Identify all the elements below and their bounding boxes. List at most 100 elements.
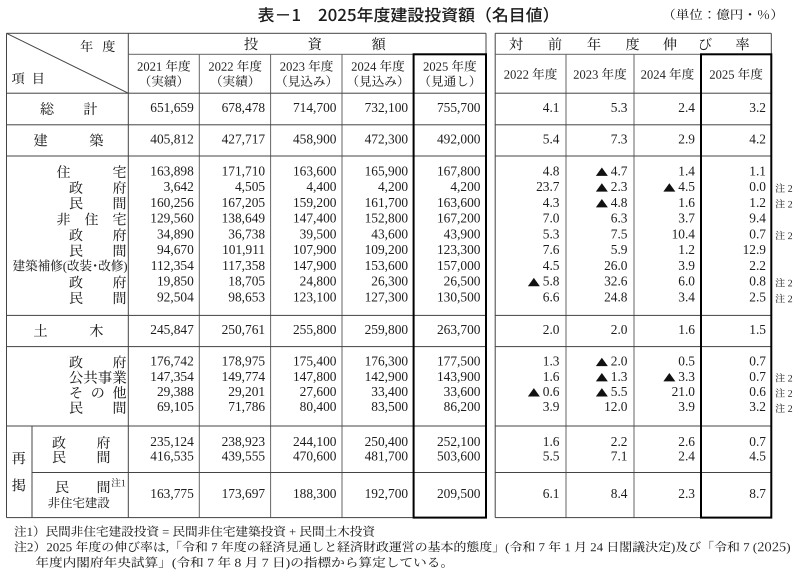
svg-text:755,700: 755,700 xyxy=(437,100,481,115)
svg-text:7.1: 7.1 xyxy=(611,449,628,464)
svg-text:5.9: 5.9 xyxy=(611,242,628,257)
svg-text:167,205: 167,205 xyxy=(222,195,266,210)
svg-text:101,911: 101,911 xyxy=(222,242,265,257)
svg-text:176,300: 176,300 xyxy=(365,354,409,369)
svg-text:147,900: 147,900 xyxy=(293,258,337,273)
svg-text:1.5: 1.5 xyxy=(749,322,766,337)
svg-text:5.5: 5.5 xyxy=(543,449,560,464)
svg-text:163,775: 163,775 xyxy=(150,486,194,501)
svg-text:0.7: 0.7 xyxy=(749,369,766,384)
svg-text:503,600: 503,600 xyxy=(437,449,481,464)
svg-text:1.6: 1.6 xyxy=(543,434,560,449)
svg-text:7.0: 7.0 xyxy=(543,211,560,226)
svg-text:3.3: 3.3 xyxy=(678,369,695,384)
svg-text:2.3: 2.3 xyxy=(611,179,628,194)
svg-text:4,200: 4,200 xyxy=(378,179,408,194)
svg-text:27,600: 27,600 xyxy=(300,384,337,399)
svg-text:34,890: 34,890 xyxy=(157,226,194,241)
svg-text:4.8: 4.8 xyxy=(543,163,560,178)
svg-text:2.2: 2.2 xyxy=(611,434,628,449)
svg-text:4.5: 4.5 xyxy=(749,449,766,464)
svg-text:26,300: 26,300 xyxy=(371,274,408,289)
svg-text:651,659: 651,659 xyxy=(150,100,194,115)
svg-text:0.0: 0.0 xyxy=(749,179,766,194)
svg-text:1.4: 1.4 xyxy=(678,163,695,178)
svg-text:7.3: 7.3 xyxy=(611,132,628,147)
svg-text:0.6: 0.6 xyxy=(543,384,560,399)
svg-text:0.8: 0.8 xyxy=(749,274,766,289)
svg-text:24,800: 24,800 xyxy=(300,274,337,289)
svg-text:2.0: 2.0 xyxy=(611,322,628,337)
svg-text:0.6: 0.6 xyxy=(749,384,766,399)
svg-text:0.7: 0.7 xyxy=(749,226,766,241)
svg-text:3.2: 3.2 xyxy=(749,399,766,414)
svg-text:6.6: 6.6 xyxy=(543,290,560,305)
svg-text:252,100: 252,100 xyxy=(437,434,481,449)
svg-text:7.5: 7.5 xyxy=(611,226,628,241)
svg-text:117,358: 117,358 xyxy=(222,258,265,273)
svg-text:161,700: 161,700 xyxy=(365,195,409,210)
svg-text:2.4: 2.4 xyxy=(678,100,695,115)
svg-text:235,124: 235,124 xyxy=(150,434,194,449)
svg-text:33,400: 33,400 xyxy=(371,384,408,399)
svg-text:1.2: 1.2 xyxy=(678,242,695,257)
svg-text:109,200: 109,200 xyxy=(365,242,409,257)
svg-text:255,800: 255,800 xyxy=(293,322,337,337)
svg-text:405,812: 405,812 xyxy=(150,132,194,147)
svg-text:26.0: 26.0 xyxy=(604,258,628,273)
svg-text:19,850: 19,850 xyxy=(157,274,194,289)
svg-text:714,700: 714,700 xyxy=(293,100,337,115)
svg-text:142,900: 142,900 xyxy=(365,369,409,384)
svg-text:1.2: 1.2 xyxy=(749,195,766,210)
svg-text:165,900: 165,900 xyxy=(365,163,409,178)
svg-text:10.4: 10.4 xyxy=(672,226,696,241)
svg-text:427,717: 427,717 xyxy=(222,132,266,147)
svg-text:416,535: 416,535 xyxy=(150,449,194,464)
svg-text:238,923: 238,923 xyxy=(222,434,266,449)
svg-text:492,000: 492,000 xyxy=(437,132,481,147)
svg-text:2.9: 2.9 xyxy=(678,132,695,147)
svg-text:149,774: 149,774 xyxy=(222,369,266,384)
svg-text:5.5: 5.5 xyxy=(611,384,628,399)
svg-text:259,800: 259,800 xyxy=(365,322,409,337)
svg-text:8.4: 8.4 xyxy=(611,486,628,501)
svg-text:4.1: 4.1 xyxy=(543,100,560,115)
svg-text:21.0: 21.0 xyxy=(672,384,696,399)
svg-text:2.6: 2.6 xyxy=(678,434,695,449)
svg-text:245,847: 245,847 xyxy=(150,322,194,337)
svg-text:167,800: 167,800 xyxy=(437,163,481,178)
svg-text:2.4: 2.4 xyxy=(678,449,695,464)
svg-text:5.4: 5.4 xyxy=(543,132,560,147)
svg-text:98,653: 98,653 xyxy=(228,290,265,305)
svg-text:112,354: 112,354 xyxy=(151,258,194,273)
svg-text:12.9: 12.9 xyxy=(743,242,767,257)
svg-text:3.9: 3.9 xyxy=(543,399,560,414)
svg-text:123,100: 123,100 xyxy=(293,290,337,305)
svg-text:3.7: 3.7 xyxy=(678,211,695,226)
svg-text:0.5: 0.5 xyxy=(678,354,695,369)
svg-text:163,600: 163,600 xyxy=(293,163,337,178)
svg-text:9.4: 9.4 xyxy=(749,211,766,226)
svg-text:147,400: 147,400 xyxy=(293,211,337,226)
svg-text:29,388: 29,388 xyxy=(157,384,194,399)
svg-text:152,800: 152,800 xyxy=(365,211,409,226)
svg-text:163,898: 163,898 xyxy=(150,163,194,178)
svg-text:80,400: 80,400 xyxy=(300,399,337,414)
svg-text:732,100: 732,100 xyxy=(365,100,409,115)
svg-text:3,642: 3,642 xyxy=(164,179,194,194)
svg-text:4.5: 4.5 xyxy=(543,258,560,273)
svg-text:175,400: 175,400 xyxy=(293,354,337,369)
svg-text:178,975: 178,975 xyxy=(222,354,266,369)
svg-text:4.2: 4.2 xyxy=(749,132,766,147)
svg-text:83,500: 83,500 xyxy=(371,399,408,414)
svg-text:2.5: 2.5 xyxy=(749,290,766,305)
svg-text:94,670: 94,670 xyxy=(157,242,194,257)
svg-text:3.4: 3.4 xyxy=(678,290,695,305)
svg-text:472,300: 472,300 xyxy=(365,132,409,147)
svg-text:678,478: 678,478 xyxy=(222,100,266,115)
svg-text:0.7: 0.7 xyxy=(749,354,766,369)
svg-text:470,600: 470,600 xyxy=(293,449,337,464)
svg-text:4.8: 4.8 xyxy=(611,195,628,210)
svg-text:1.6: 1.6 xyxy=(678,322,695,337)
svg-text:157,000: 157,000 xyxy=(437,258,481,273)
